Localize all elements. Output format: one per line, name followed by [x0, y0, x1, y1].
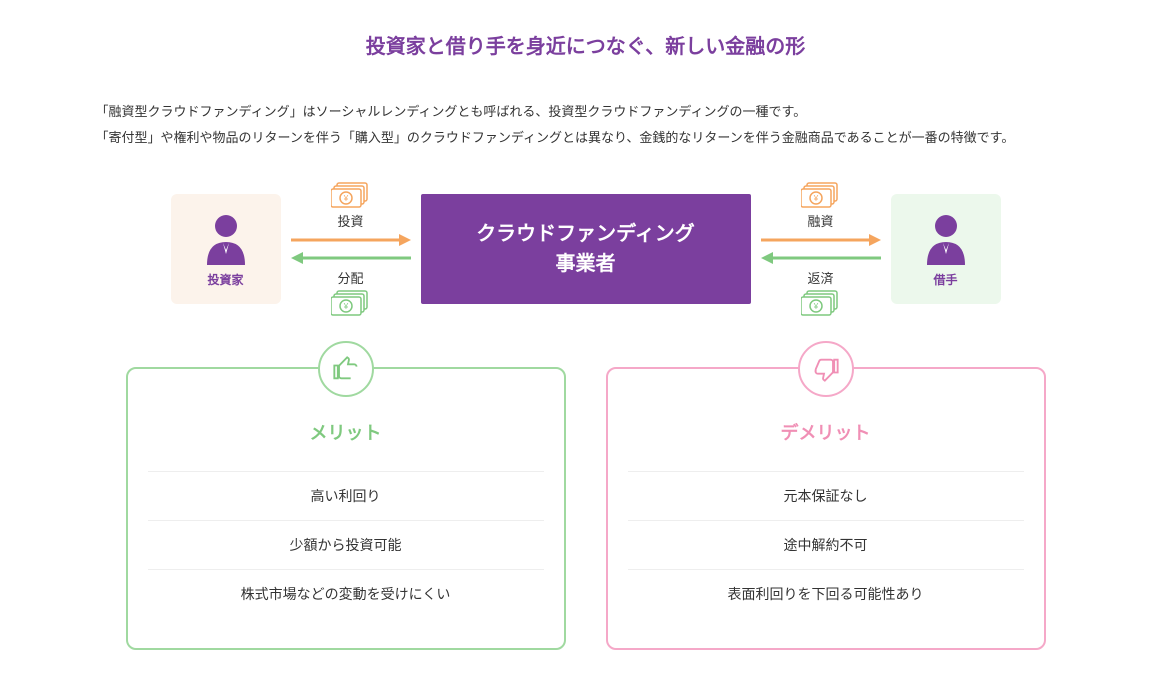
money-icon-orange: ¥ [801, 181, 841, 209]
thumbs-up-icon [318, 341, 374, 397]
center-line-2: 事業者 [556, 249, 616, 279]
svg-text:¥: ¥ [342, 194, 348, 203]
borrower-label: 借手 [933, 271, 957, 288]
flow-left: ¥ 投資 分配 ¥ [281, 181, 421, 317]
arrow-right-orange [291, 232, 411, 248]
desc-line-1: 「融資型クラウドファンディング」はソーシャルレンディングとも呼ばれる、投資型クラ… [96, 99, 1076, 125]
money-icon-green: ¥ [801, 289, 841, 317]
merit-item: 少額から投資可能 [148, 520, 544, 569]
demerit-card: デメリット 元本保証なし 途中解約不可 表面利回りを下回る可能性あり [606, 367, 1046, 650]
merit-item: 株式市場などの変動を受けにくい [148, 569, 544, 618]
cards-row: メリット 高い利回り 少額から投資可能 株式市場などの変動を受けにくい デメリッ… [96, 367, 1076, 650]
merit-card: メリット 高い利回り 少額から投資可能 株式市場などの変動を受けにくい [126, 367, 566, 650]
investor-box: 投資家 [171, 194, 281, 304]
arrow-right-orange [761, 232, 881, 248]
borrower-icon [921, 210, 971, 265]
demerit-item: 途中解約不可 [628, 520, 1024, 569]
desc-line-2: 「寄付型」や権利や物品のリターンを伴う「購入型」のクラウドファンディングとは異な… [96, 125, 1076, 151]
flow-label-loan: 融資 [807, 211, 833, 230]
arrow-left-green [761, 250, 881, 266]
demerit-item: 元本保証なし [628, 471, 1024, 520]
page-container: 投資家と借り手を身近につなぐ、新しい金融の形 「融資型クラウドファンディング」は… [96, 30, 1076, 650]
crowdfunding-operator-box: クラウドファンディング 事業者 [421, 194, 751, 304]
investor-icon [201, 210, 251, 265]
flow-label-repay: 返済 [807, 268, 833, 287]
money-icon-green: ¥ [331, 289, 371, 317]
flow-right: ¥ 融資 返済 ¥ [751, 181, 891, 317]
svg-text:¥: ¥ [812, 302, 818, 311]
merit-item: 高い利回り [148, 471, 544, 520]
demerit-item: 表面利回りを下回る可能性あり [628, 569, 1024, 618]
borrower-box: 借手 [891, 194, 1001, 304]
description: 「融資型クラウドファンディング」はソーシャルレンディングとも呼ばれる、投資型クラ… [96, 99, 1076, 151]
investor-label: 投資家 [207, 271, 243, 288]
thumbs-down-icon [798, 341, 854, 397]
center-line-1: クラウドファンディング [476, 219, 695, 249]
svg-text:¥: ¥ [342, 302, 348, 311]
flow-diagram: 投資家 ¥ 投資 分配 [96, 181, 1076, 317]
svg-text:¥: ¥ [812, 194, 818, 203]
page-title: 投資家と借り手を身近につなぐ、新しい金融の形 [96, 30, 1076, 59]
flow-label-invest: 投資 [337, 211, 363, 230]
merit-title: メリット [148, 419, 544, 445]
demerit-title: デメリット [628, 419, 1024, 445]
money-icon-orange: ¥ [331, 181, 371, 209]
arrow-left-green [291, 250, 411, 266]
flow-label-distribute: 分配 [337, 268, 363, 287]
